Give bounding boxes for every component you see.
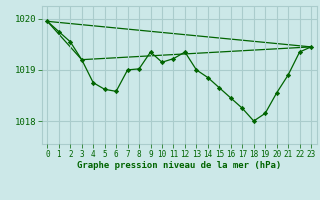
X-axis label: Graphe pression niveau de la mer (hPa): Graphe pression niveau de la mer (hPa) — [77, 161, 281, 170]
